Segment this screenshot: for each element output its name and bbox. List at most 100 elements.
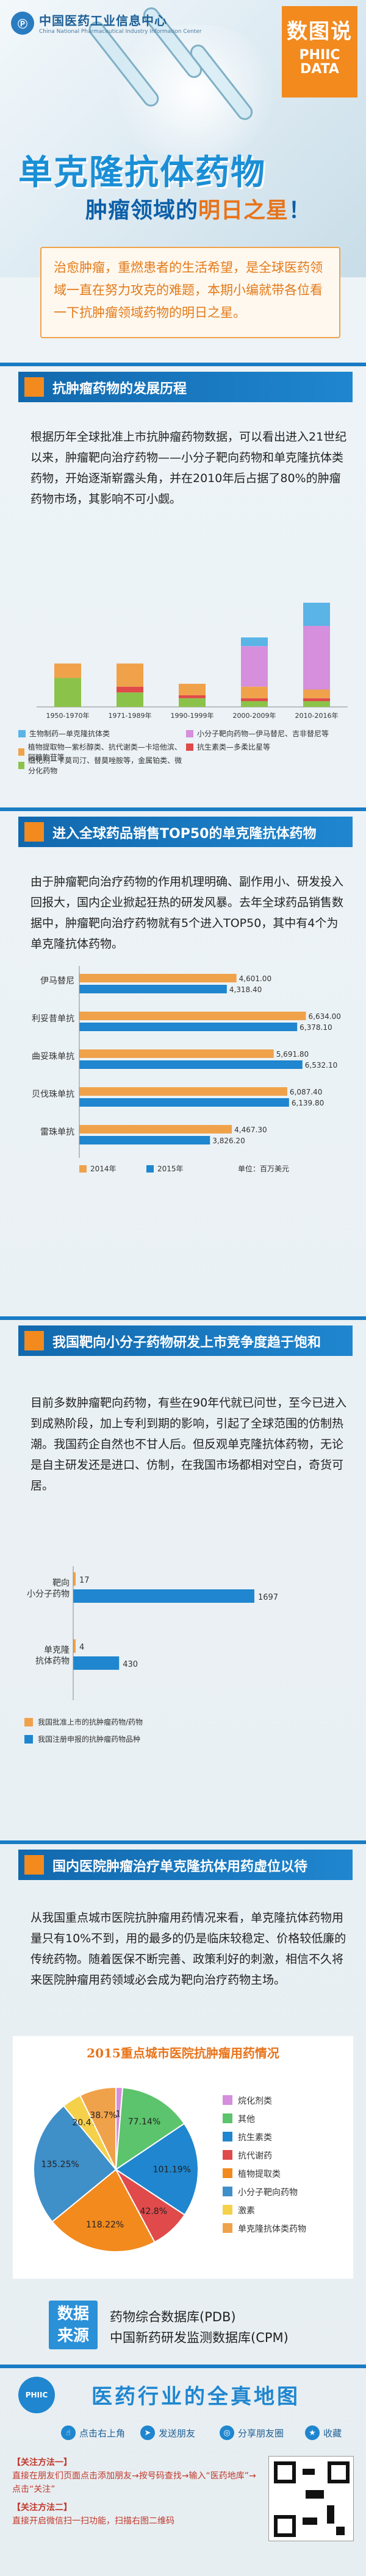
x-tick-label: 2000-2009年 (233, 711, 276, 720)
category-label: 曲妥珠单抗 (32, 1052, 74, 1062)
legend-swatch (146, 1165, 154, 1173)
slice-label: 38.7% (90, 2111, 117, 2121)
menu-button[interactable]: ☝ 点击右上角 (61, 2425, 125, 2440)
subtitle-end: ！ (289, 198, 312, 223)
legend-swatch (24, 1718, 33, 1726)
legend-swatch (223, 2150, 232, 2160)
intro-box: 治愈肿瘤，重燃患者的生活希望，是全球医药领域一直在努力攻克的难题，本期小编就带各… (40, 247, 340, 338)
source-label: 来源 (57, 2327, 89, 2345)
section-text-3: 目前多数肿瘤靶向药物，有些在90年代就已问世，至今已进入到成熟阶段，加上专利到期… (30, 1396, 347, 1492)
bar-segment (54, 678, 81, 707)
slice-label: 118.22% (86, 2220, 124, 2230)
bar (79, 1023, 298, 1031)
section-title: 我国靶向小分子药物研发上市竞争度趋于饱和 (52, 1335, 321, 1350)
data-label: 6,532.10 (305, 1061, 337, 1070)
section-text-1: 根据历年全球批准上市抗肿瘤药物数据，可以看出进入21世纪以来，肿瘤靶向治疗药物—… (30, 430, 347, 506)
legend-item: 小分子靶向药物—伊马替尼、吉非替尼等 (186, 728, 351, 739)
send-friend-button[interactable]: ➤ 发送朋友 (140, 2425, 195, 2440)
pie-slice (33, 2105, 117, 2223)
bar-segment (303, 603, 330, 626)
button-label: 点击右上角 (79, 2427, 126, 2439)
section-divider (0, 2365, 366, 2368)
x-tick-label: 1950-1970年 (46, 711, 90, 720)
legend-swatch (18, 729, 26, 737)
section-marker (24, 822, 44, 842)
bar-segment (241, 637, 268, 647)
legend-label: 2014年 (90, 1165, 117, 1173)
chart-registrations: 靶向小分子药物 17 1697 单克隆抗体药物 4 430 我国批准上市的抗肿瘤药物/药物我… (24, 1566, 278, 1744)
bar (79, 1049, 274, 1058)
hero-glow (104, 24, 287, 158)
bar-segment (54, 663, 81, 678)
data-label: 4,318.40 (229, 985, 262, 994)
qr-module (327, 2505, 334, 2524)
data-label: 6,378.10 (300, 1023, 332, 1032)
legend-label: 抗生素类 (238, 2133, 272, 2143)
legend-label: 植物提取物—紫杉醇类、抗代谢类—卡培他滨、阿糖胞苷等 (27, 743, 182, 762)
pie-slice (115, 2123, 199, 2216)
data-label: 4,601.00 (239, 974, 271, 983)
data-label: 6,087.40 (290, 1088, 322, 1096)
data-label: 6,634.00 (309, 1012, 341, 1021)
logo-subtext: China National Pharmaceutical Industry I… (39, 29, 202, 35)
logo-text: 中国医药工业信息中心 (39, 13, 167, 28)
bar-segment (303, 626, 330, 690)
bar (79, 1012, 306, 1020)
legend-swatch (223, 2187, 232, 2196)
qr-module (306, 2490, 324, 2499)
x-tick-label: 1990-1999年 (171, 711, 214, 720)
source-badge: 数据 来源 (49, 2301, 98, 2349)
legend-label: 其他 (238, 2115, 255, 2124)
legend-label: 抗代谢药 (238, 2151, 272, 2161)
section-marker (24, 1855, 44, 1875)
bar (73, 1639, 76, 1653)
click-icon: ☝ (61, 2425, 76, 2440)
page-subtitle: 肿瘤领域的明日之星！ (85, 193, 311, 224)
pie-slice (51, 2168, 156, 2252)
section-header-3: 我国靶向小分子药物研发上市竞争度趋于饱和 (18, 1325, 353, 1356)
category-label: 单克隆 (44, 1645, 70, 1655)
bar-segment (179, 695, 206, 698)
source-item: 中国新药研发监测数据库(CPM) (110, 2330, 289, 2345)
legend-item: 生物制药—单克隆抗体类 (18, 728, 183, 739)
section-header-1: 抗肿瘤药物的发展历程 (18, 372, 353, 402)
share-moments-button[interactable]: ◎ 分享朋友圈 (220, 2425, 284, 2440)
category-label: 贝伐珠单抗 (32, 1090, 74, 1099)
category-label: 利妥昔单抗 (32, 1014, 74, 1024)
legend-swatch (18, 762, 25, 769)
legend-swatch (223, 2095, 232, 2105)
chart-legend-1: 生物制药—单克隆抗体类 小分子靶向药物—伊马替尼、吉非替尼等 植物提取物—紫杉醇类、… (18, 728, 354, 795)
slice-label: 77.14% (128, 2117, 160, 2127)
qr-code[interactable] (268, 2456, 354, 2541)
bar-segment (241, 701, 268, 707)
legend-label: 烷化剂类 (238, 2096, 272, 2106)
qr-finder (274, 2461, 296, 2483)
bar-segment (117, 692, 143, 707)
badge-title: 数图说 (287, 20, 353, 44)
chart-title: 2015重点城市医院抗肿瘤用药情况 (87, 2046, 279, 2060)
data-label: 3,826.20 (212, 1137, 245, 1145)
source-list: 药物综合数据库(PDB) 中国新药研发监测数据库(CPM) (110, 2307, 289, 2348)
bar-segment (117, 663, 143, 687)
slice-label: 101.19% (153, 2165, 191, 2175)
section-marker (24, 377, 44, 397)
legend-swatch (186, 729, 193, 737)
data-label: 6,139.80 (292, 1099, 324, 1107)
button-label: 分享朋友圈 (238, 2427, 284, 2439)
bar-segment (241, 686, 268, 698)
section-divider (0, 807, 366, 811)
legend-label: 生物制药—单克隆抗体类 (29, 729, 110, 738)
badge-subtitle: PHIIC DATA (299, 48, 340, 77)
legend-swatch (223, 2168, 232, 2178)
follow-instructions: 【关注方法一】 直接在朋友们页面点击添加朋友→按号码查找→输入“医药地库”→点击… (12, 2456, 256, 2528)
data-label: 5,691.80 (276, 1050, 309, 1059)
bar (79, 985, 227, 993)
favorite-button[interactable]: ★ 收藏 (305, 2425, 342, 2440)
legend-swatch (24, 1735, 33, 1744)
bar (79, 1136, 210, 1144)
subtitle-highlight: 明日之星 (198, 198, 289, 223)
phiic-logo: PHIIC (18, 2377, 55, 2413)
category-label: 雷珠单抗 (40, 1127, 74, 1137)
share-icon: ◎ (220, 2425, 234, 2440)
